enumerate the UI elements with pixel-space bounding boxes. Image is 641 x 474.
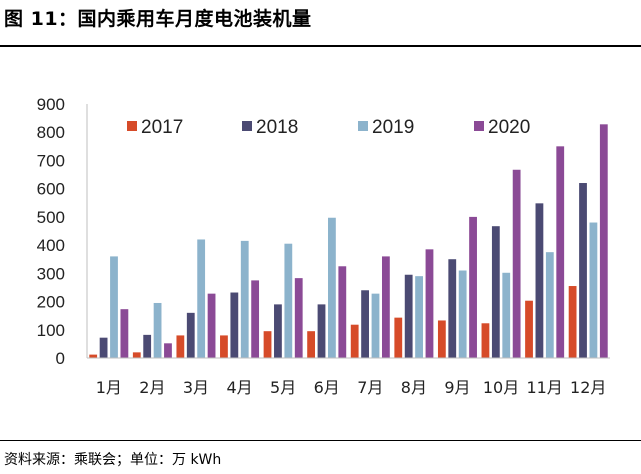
y-tick-label: 200: [37, 293, 65, 312]
bar-2018-9: [448, 259, 457, 358]
x-axis: 1月 2月 3月 4月 5月 6月 7月 8月 9月 10月 11月 12月: [87, 357, 610, 397]
bar-2017-6: [307, 331, 316, 358]
bar-2018-6: [317, 304, 326, 358]
bar-2020-5: [294, 278, 303, 358]
bar-2018-7: [361, 290, 369, 358]
bar-2020-3: [207, 293, 216, 358]
bar-2019-5: [284, 243, 293, 358]
bar-2020-8: [425, 249, 434, 358]
y-tick-label: 100: [37, 321, 65, 340]
legend-label-2020: 2020: [488, 117, 530, 138]
bar-2019-10: [502, 272, 511, 358]
x-tick-label: 2月: [139, 378, 165, 397]
x-tick-label: 3月: [183, 378, 209, 397]
source-divider: [0, 440, 641, 441]
bar-2019-6: [328, 217, 336, 358]
bar-2020-1: [120, 309, 129, 358]
x-tick-label: 5月: [270, 378, 296, 397]
y-tick-label: 700: [37, 151, 65, 170]
bar-2019-2: [153, 302, 162, 358]
bar-2018-1: [99, 337, 108, 358]
bar-2020-7: [381, 256, 390, 358]
bar-2017-2: [132, 352, 141, 358]
y-tick-label: 900: [37, 95, 65, 114]
y-tick-label: 400: [37, 236, 65, 255]
x-tick-label: 12月: [570, 378, 606, 397]
legend-label-2019: 2019: [372, 117, 414, 138]
bar-2020-12: [599, 124, 608, 358]
bar-2020-2: [164, 343, 172, 358]
bar-2017-3: [176, 335, 185, 358]
bar-2019-9: [458, 270, 467, 358]
bar-2018-12: [579, 183, 587, 358]
x-tick-label: 1月: [96, 378, 122, 397]
bar-2019-8: [415, 276, 423, 358]
bar-2018-2: [143, 334, 152, 358]
bar-2017-9: [437, 320, 446, 358]
legend-label-2017: 2017: [141, 117, 183, 138]
legend-swatch-2018: [242, 121, 252, 131]
bar-2018-4: [230, 292, 239, 358]
y-tick-label: 500: [37, 208, 65, 227]
y-axis: 0 100 200 300 400 500 600 700 800 900: [37, 95, 88, 368]
x-tick-label: 7月: [357, 378, 383, 397]
bar-2018-8: [404, 274, 413, 358]
bar-2018-5: [274, 304, 282, 358]
y-tick-label: 600: [37, 180, 65, 199]
y-tick-label: 0: [56, 349, 65, 368]
x-tick-label: 11月: [526, 378, 562, 397]
bar-2017-1: [89, 354, 98, 358]
bar-2019-7: [371, 293, 380, 358]
bar-2018-11: [535, 203, 544, 358]
x-tick-label: 6月: [314, 378, 340, 397]
x-tick-label: 10月: [483, 378, 519, 397]
bar-2019-3: [197, 239, 206, 358]
y-tick-label: 800: [37, 123, 65, 142]
x-tick-label: 4月: [226, 378, 252, 397]
bar-2017-10: [481, 323, 490, 358]
legend-swatch-2017: [127, 121, 137, 131]
bar-2017-5: [263, 331, 272, 358]
x-tick-label: 8月: [401, 378, 427, 397]
bar-2017-7: [350, 324, 359, 358]
bar-2018-10: [491, 226, 500, 358]
bar-2019-11: [545, 252, 554, 358]
bar-2020-4: [251, 280, 260, 358]
bar-2019-12: [589, 222, 598, 358]
x-tick-label: 9月: [444, 378, 470, 397]
bar-2017-12: [568, 286, 577, 358]
legend-swatch-2020: [474, 121, 484, 131]
y-tick-label: 300: [37, 264, 65, 283]
bar-2020-11: [556, 146, 565, 358]
bar-2019-1: [110, 256, 118, 358]
title-divider: [0, 45, 641, 47]
figure-title: 图 11：国内乘用车月度电池装机量: [4, 8, 312, 30]
bar-2017-4: [220, 335, 228, 358]
bar-2019-4: [240, 240, 249, 358]
bar-2017-11: [525, 300, 533, 358]
source-note: 资料来源：乘联会；单位：万 kWh: [4, 452, 222, 468]
bar-2018-3: [186, 312, 195, 358]
legend-swatch-2019: [358, 121, 368, 131]
legend-label-2018: 2018: [256, 117, 298, 138]
bar-2020-6: [338, 266, 347, 358]
legend: 2017 2018 2019 2020: [127, 117, 530, 138]
bar-2020-10: [512, 169, 521, 358]
bar-series-group: [89, 124, 608, 358]
bar-2017-8: [394, 317, 403, 358]
bar-2020-9: [469, 216, 477, 358]
